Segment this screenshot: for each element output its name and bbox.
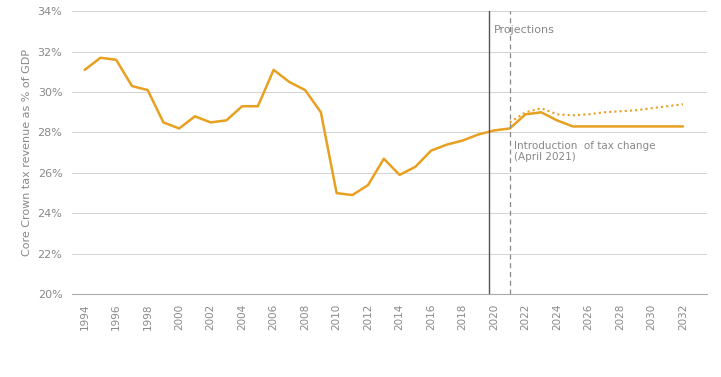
- Text: Introduction  of tax change
(April 2021): Introduction of tax change (April 2021): [514, 141, 655, 162]
- Text: Projections: Projections: [494, 26, 555, 35]
- Y-axis label: Core Crown tax revenue as % of GDP: Core Crown tax revenue as % of GDP: [22, 49, 32, 256]
